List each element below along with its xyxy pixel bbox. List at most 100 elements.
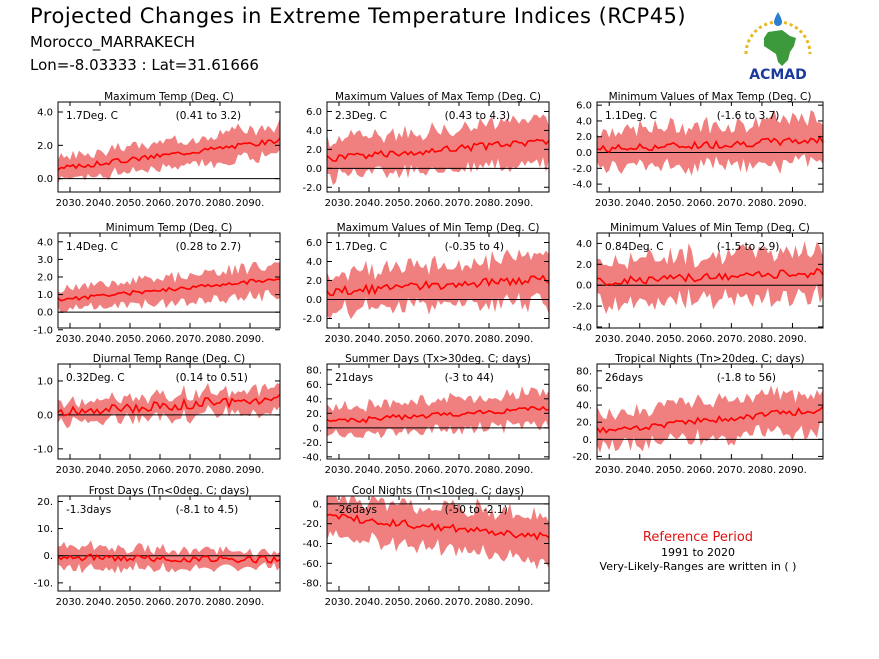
change-value: 2.3Deg. C <box>335 110 387 122</box>
change-value: 0.32Deg. C <box>66 372 125 384</box>
median-line <box>597 267 824 286</box>
x-tick-label: 2060. <box>415 465 444 476</box>
x-tick-label: 2060. <box>687 198 716 209</box>
x-tick-label: 2050. <box>385 198 414 209</box>
y-tick-label: 4.0 <box>37 237 53 248</box>
x-tick-label: 2040. <box>355 597 384 608</box>
panel-10: -10. 0. 10. 20. 2030. 2040. 2050. 2060. 2070. 208… <box>33 485 281 608</box>
y-tick-label: 0.0 <box>37 174 53 185</box>
panel-title: Frost Days (Tn<0deg. C; days) <box>89 485 249 497</box>
x-tick-label: 2030. <box>325 198 354 209</box>
y-tick-label: -20. <box>302 438 322 449</box>
acmad-logo: ACMAD <box>744 12 812 82</box>
median-line <box>596 135 824 154</box>
y-tick-label: -4.0 <box>572 180 592 191</box>
y-tick-label: 60. <box>576 383 592 394</box>
y-tick-label: 4.0 <box>37 108 53 119</box>
likely-range: (-1.6 to 3.7) <box>717 110 780 122</box>
panel-8: -40. -20. 0. 20. 40. 60. 80. 2030. 2040. 2050. 206… <box>302 353 550 476</box>
median-line <box>57 553 281 564</box>
x-tick-label: 2030. <box>325 597 354 608</box>
median-line <box>57 278 280 302</box>
water-drop-icon <box>774 12 782 26</box>
x-tick-label: 2050. <box>656 465 685 476</box>
x-tick-label: 2060. <box>146 465 175 476</box>
x-tick-label: 2030. <box>595 465 624 476</box>
y-tick-label: -40. <box>302 539 322 550</box>
panel-title: Maximum Temp (Deg. C) <box>104 91 234 103</box>
x-tick-label: 2070. <box>717 465 746 476</box>
panel-9: -20.0.20.40.60.80.2030. 2040. 2050. 2060. 20… <box>572 353 824 476</box>
range-band <box>597 385 823 453</box>
x-tick-label: 2070. <box>176 465 205 476</box>
change-value: 1.1Deg. C <box>605 110 657 122</box>
plot-frame <box>57 363 281 460</box>
logo-text: ACMAD <box>749 67 807 82</box>
range-band <box>58 382 280 429</box>
x-tick-label: 2030. <box>595 334 624 345</box>
y-tick-label: -2.0 <box>302 183 322 194</box>
plot-frame <box>57 495 281 592</box>
x-tick-label: 2090. <box>505 198 534 209</box>
median-line <box>57 137 281 171</box>
change-value: 0.84Deg. C <box>605 241 664 253</box>
y-tick-label: 20. <box>576 418 592 429</box>
panel-title: Cool Nights (Tn<10deg. C; days) <box>352 485 524 497</box>
x-tick-label: 2030. <box>56 465 85 476</box>
x-tick-label: 2060. <box>415 334 444 345</box>
likely-range: (0.28 to 2.7) <box>176 241 242 253</box>
panel-title: Summer Days (Tx>30deg. C; days) <box>345 353 531 365</box>
plot-frame <box>596 232 824 329</box>
y-tick-label: 4.0 <box>576 239 592 250</box>
plot-frame <box>596 101 824 193</box>
y-tick-label: 4.0 <box>306 126 322 137</box>
median-line <box>596 406 824 434</box>
y-tick-label: 2.0 <box>576 132 592 143</box>
y-tick-label: 0.0 <box>576 148 592 159</box>
x-tick-label: 2080. <box>748 465 777 476</box>
x-tick-label: 2030. <box>325 465 354 476</box>
x-tick-label: 2050. <box>116 198 145 209</box>
x-tick-label: 2060. <box>146 198 175 209</box>
change-value: 26days <box>605 372 643 384</box>
y-tick-label: 0.0 <box>306 295 322 306</box>
x-tick-label: 2050. <box>656 198 685 209</box>
x-tick-label: 2040. <box>86 465 115 476</box>
y-tick-label: -20. <box>302 519 322 530</box>
y-tick-label: -2.0 <box>572 164 592 175</box>
median-line <box>326 274 550 297</box>
y-tick-label: 20. <box>306 409 322 420</box>
x-tick-label: 2040. <box>625 334 654 345</box>
reference-period-title: Reference Period <box>642 530 754 545</box>
range-band <box>58 540 280 574</box>
median-line <box>57 393 281 417</box>
range-band <box>327 496 549 570</box>
x-tick-label: 2070. <box>445 597 474 608</box>
plot-frame <box>57 232 281 329</box>
x-tick-label: 2070. <box>717 198 746 209</box>
change-value: 21days <box>335 372 373 384</box>
change-value: 1.4Deg. C <box>66 241 118 253</box>
likely-range: (0.41 to 3.2) <box>176 110 242 122</box>
x-tick-label: 2070. <box>717 334 746 345</box>
y-tick-label: 1.0 <box>37 290 53 301</box>
sun-rays-icon <box>744 20 812 55</box>
x-tick-label: 2080. <box>475 465 504 476</box>
y-tick-label: 4.0 <box>306 257 322 268</box>
x-tick-label: 2070. <box>176 198 205 209</box>
y-tick-label: 0.0 <box>306 164 322 175</box>
panel-6: -4.0 -2.0 0.0 2.0 4.0 2030. 2040. 2050. 2060. 207… <box>572 222 824 345</box>
likely-range: (0.43 to 4.3) <box>445 110 511 122</box>
plot-frame <box>57 101 281 193</box>
panel-2: -2.0 0.0 2.0 4.0 6.0 2030. 2040. 2050. 2060. 2070… <box>302 91 550 209</box>
x-tick-label: 2030. <box>325 334 354 345</box>
x-tick-label: 2060. <box>687 465 716 476</box>
median-line <box>326 405 550 424</box>
y-tick-label: -10. <box>33 578 53 589</box>
panel-title: Minimum Values of Min Temp (Deg. C) <box>610 222 810 234</box>
x-tick-label: 2090. <box>236 597 265 608</box>
x-tick-label: 2050. <box>116 334 145 345</box>
y-tick-label: 6.0 <box>576 101 592 112</box>
y-tick-label: 80. <box>306 365 322 376</box>
